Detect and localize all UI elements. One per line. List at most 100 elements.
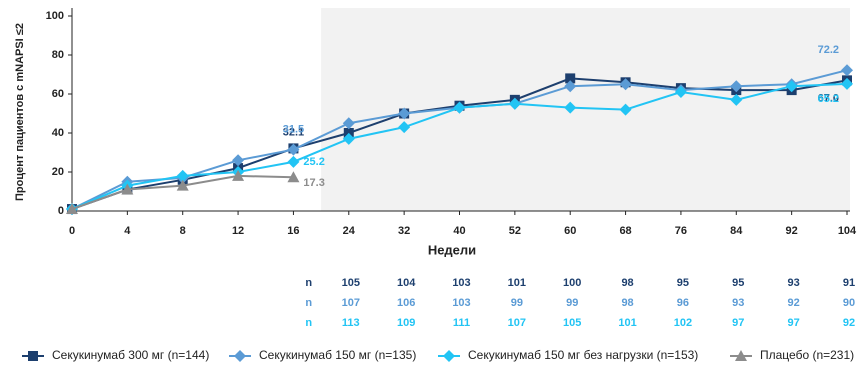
table-row-label: n: [305, 317, 312, 329]
table-cell: 100: [563, 277, 581, 289]
data-point: [287, 155, 300, 168]
legend-item: Плацебо (n=231): [730, 348, 854, 362]
y-axis-label: Процент пациентов с mNAPSI ≤2: [14, 23, 26, 201]
legend-label: Секукинумаб 150 мг без нагрузки (n=153): [468, 348, 698, 362]
x-tick-label: 68: [619, 225, 631, 237]
table-cell: 98: [621, 297, 633, 309]
table-cell: 109: [397, 317, 415, 329]
legend-item: Секукинумаб 150 мг без нагрузки (n=153): [438, 348, 698, 362]
y-tick-label: 100: [46, 10, 64, 22]
y-tick-label: 60: [52, 88, 64, 100]
legend-label: Секукинумаб 150 мг (n=135): [259, 348, 416, 362]
legend-marker: [735, 350, 747, 361]
data-label: 32.1: [283, 126, 304, 138]
y-tick-label: 80: [52, 49, 64, 61]
table-cell: 97: [732, 317, 744, 329]
data-point: [342, 132, 355, 145]
y-tick-label: 0: [58, 205, 64, 217]
table-cell: 92: [843, 317, 855, 329]
legend-label: Секукинумаб 300 мг (n=144): [52, 348, 209, 362]
table-cell: 95: [677, 277, 689, 289]
table-cell: 103: [452, 277, 470, 289]
x-axis-label: Недели: [428, 242, 476, 257]
x-tick-label: 76: [675, 225, 687, 237]
legend-label: Плацебо (n=231): [760, 348, 854, 362]
table-cell: 96: [677, 297, 689, 309]
x-tick-label: 52: [509, 225, 521, 237]
table-cell: 102: [674, 317, 692, 329]
legend-marker: [443, 350, 455, 362]
data-point: [785, 80, 798, 93]
table-cell: 99: [566, 297, 578, 309]
y-tick-label: 40: [52, 127, 64, 139]
legend-marker: [28, 351, 38, 361]
table-cell: 106: [397, 297, 415, 309]
data-point: [730, 93, 743, 106]
x-tick-label: 24: [343, 225, 356, 237]
data-point: [841, 64, 853, 77]
data-point: [619, 103, 632, 116]
data-point: [565, 73, 576, 84]
table-cell: 105: [563, 317, 581, 329]
table-cell: 98: [621, 277, 633, 289]
x-tick-label: 60: [564, 225, 576, 237]
legend-item: Секукинумаб 150 мг (n=135): [229, 348, 416, 362]
table-cell: 99: [511, 297, 523, 309]
x-tick-label: 32: [398, 225, 410, 237]
table-cell: 92: [788, 297, 800, 309]
data-label: 72.2: [818, 44, 839, 56]
data-point: [730, 80, 743, 93]
table-cell: 107: [342, 297, 360, 309]
x-tick-label: 12: [232, 225, 244, 237]
shaded-region: [321, 8, 850, 211]
data-point: [841, 77, 853, 90]
y-tick-label: 20: [52, 166, 64, 178]
table-row-label: n: [305, 277, 312, 289]
legend-item: Секукинумаб 300 мг (n=144): [22, 348, 209, 362]
table-cell: 95: [732, 277, 744, 289]
table-cell: 107: [508, 317, 526, 329]
data-point: [287, 143, 300, 156]
data-label: 17.3: [303, 177, 324, 189]
table-cell: 93: [732, 297, 744, 309]
table-row-label: n: [305, 297, 312, 309]
x-tick-label: 40: [453, 225, 465, 237]
table-cell: 113: [342, 317, 360, 329]
data-point: [564, 80, 577, 93]
x-tick-label: 4: [124, 225, 131, 237]
data-label: 25.2: [303, 156, 324, 168]
table-cell: 90: [843, 297, 855, 309]
table-cell: 105: [342, 277, 360, 289]
table-cell: 101: [618, 317, 636, 329]
data-point: [453, 101, 466, 114]
x-tick-label: 16: [287, 225, 299, 237]
table-cell: 93: [788, 277, 800, 289]
legend-marker: [234, 350, 246, 362]
data-label: 65.2: [818, 93, 839, 105]
x-tick-label: 84: [730, 225, 743, 237]
data-point: [674, 86, 687, 99]
table-cell: 104: [397, 277, 416, 289]
data-point: [232, 169, 245, 181]
x-tick-label: 104: [838, 225, 857, 237]
data-point: [176, 169, 189, 182]
table-cell: 111: [453, 317, 470, 329]
data-point: [176, 179, 189, 191]
x-tick-label: 0: [69, 225, 75, 237]
x-tick-label: 8: [180, 225, 186, 237]
data-point: [398, 107, 411, 120]
x-tick-label: 92: [786, 225, 798, 237]
data-point: [508, 97, 521, 110]
data-point: [619, 78, 632, 91]
table-cell: 101: [508, 277, 526, 289]
data-point: [121, 183, 134, 195]
table-cell: 103: [452, 297, 470, 309]
data-point: [66, 203, 78, 215]
data-point: [564, 101, 577, 114]
data-label: 67.0: [818, 92, 839, 104]
table-cell: 91: [843, 277, 855, 289]
table-cell: 97: [788, 317, 800, 329]
data-point: [232, 154, 245, 167]
data-point: [342, 117, 355, 130]
